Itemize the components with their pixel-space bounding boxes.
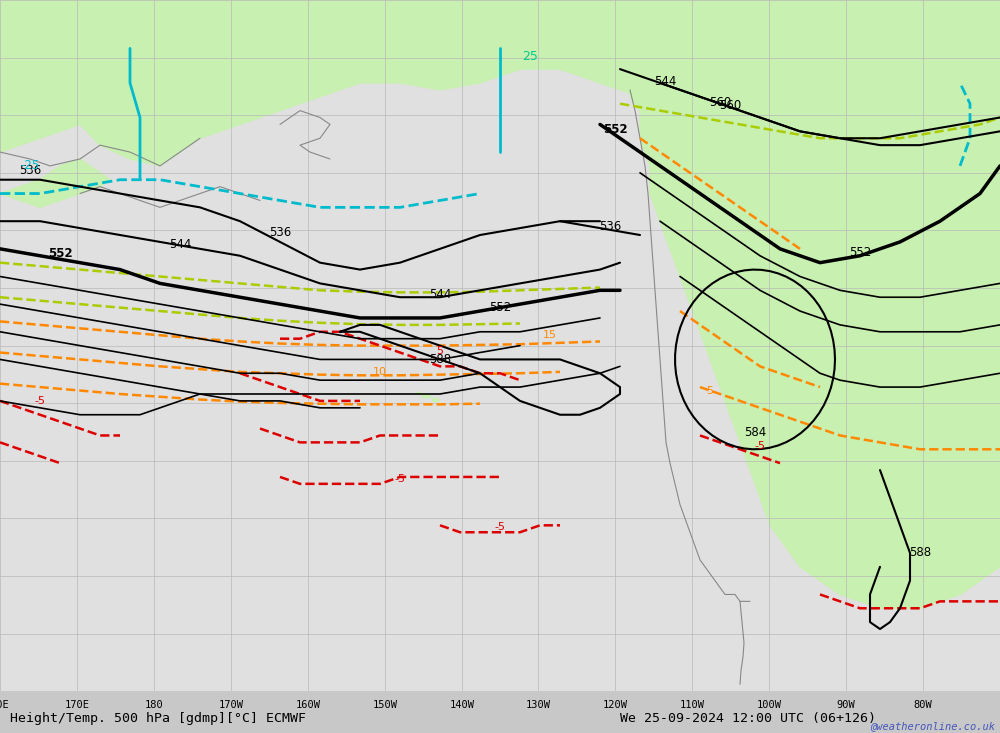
Text: 560: 560: [709, 96, 731, 108]
Text: 552: 552: [48, 247, 72, 260]
Polygon shape: [416, 392, 420, 394]
Text: 15: 15: [543, 330, 557, 339]
Text: 100W: 100W: [757, 699, 782, 710]
Text: 544: 544: [429, 288, 451, 301]
Text: Height/Temp. 500 hPa [gdmp][°C] ECMWF: Height/Temp. 500 hPa [gdmp][°C] ECMWF: [10, 712, 306, 726]
Text: 5: 5: [436, 346, 444, 356]
Text: 552: 552: [603, 123, 627, 136]
Text: -25: -25: [20, 159, 40, 172]
Text: 130W: 130W: [526, 699, 550, 710]
Text: 544: 544: [654, 75, 676, 88]
Text: 150W: 150W: [372, 699, 398, 710]
Polygon shape: [0, 0, 1000, 166]
Text: 552: 552: [489, 301, 511, 314]
Text: -5: -5: [755, 441, 766, 451]
Text: 10: 10: [373, 367, 387, 377]
Text: 80W: 80W: [914, 699, 932, 710]
Text: 544: 544: [169, 237, 191, 251]
Text: 140W: 140W: [450, 699, 475, 710]
Text: 588: 588: [429, 353, 451, 366]
Text: -5: -5: [394, 474, 406, 484]
Text: 90W: 90W: [837, 699, 855, 710]
Text: 536: 536: [19, 164, 41, 177]
Text: 536: 536: [599, 219, 621, 232]
Text: 588: 588: [909, 547, 931, 559]
Polygon shape: [0, 159, 110, 207]
Text: 170E: 170E: [64, 699, 90, 710]
Text: 536: 536: [269, 226, 291, 239]
Text: -5: -5: [34, 396, 46, 406]
Text: 170W: 170W: [218, 699, 244, 710]
Text: 584: 584: [744, 426, 766, 438]
Polygon shape: [630, 0, 1000, 608]
Text: 120W: 120W: [602, 699, 628, 710]
Text: 160W: 160W: [296, 699, 320, 710]
Polygon shape: [432, 398, 438, 401]
Polygon shape: [422, 394, 430, 397]
Text: We 25-09-2024 12:00 UTC (06+126): We 25-09-2024 12:00 UTC (06+126): [620, 712, 876, 726]
Text: 60E: 60E: [0, 699, 9, 710]
Text: 5: 5: [706, 386, 714, 396]
Text: 110W: 110W: [680, 699, 704, 710]
Polygon shape: [0, 588, 80, 691]
Text: @weatheronline.co.uk: @weatheronline.co.uk: [870, 721, 995, 731]
Text: 552: 552: [849, 246, 871, 259]
Text: 25: 25: [522, 50, 538, 63]
Text: -5: -5: [494, 522, 506, 531]
Text: 560: 560: [719, 98, 741, 111]
Text: 180: 180: [145, 699, 163, 710]
